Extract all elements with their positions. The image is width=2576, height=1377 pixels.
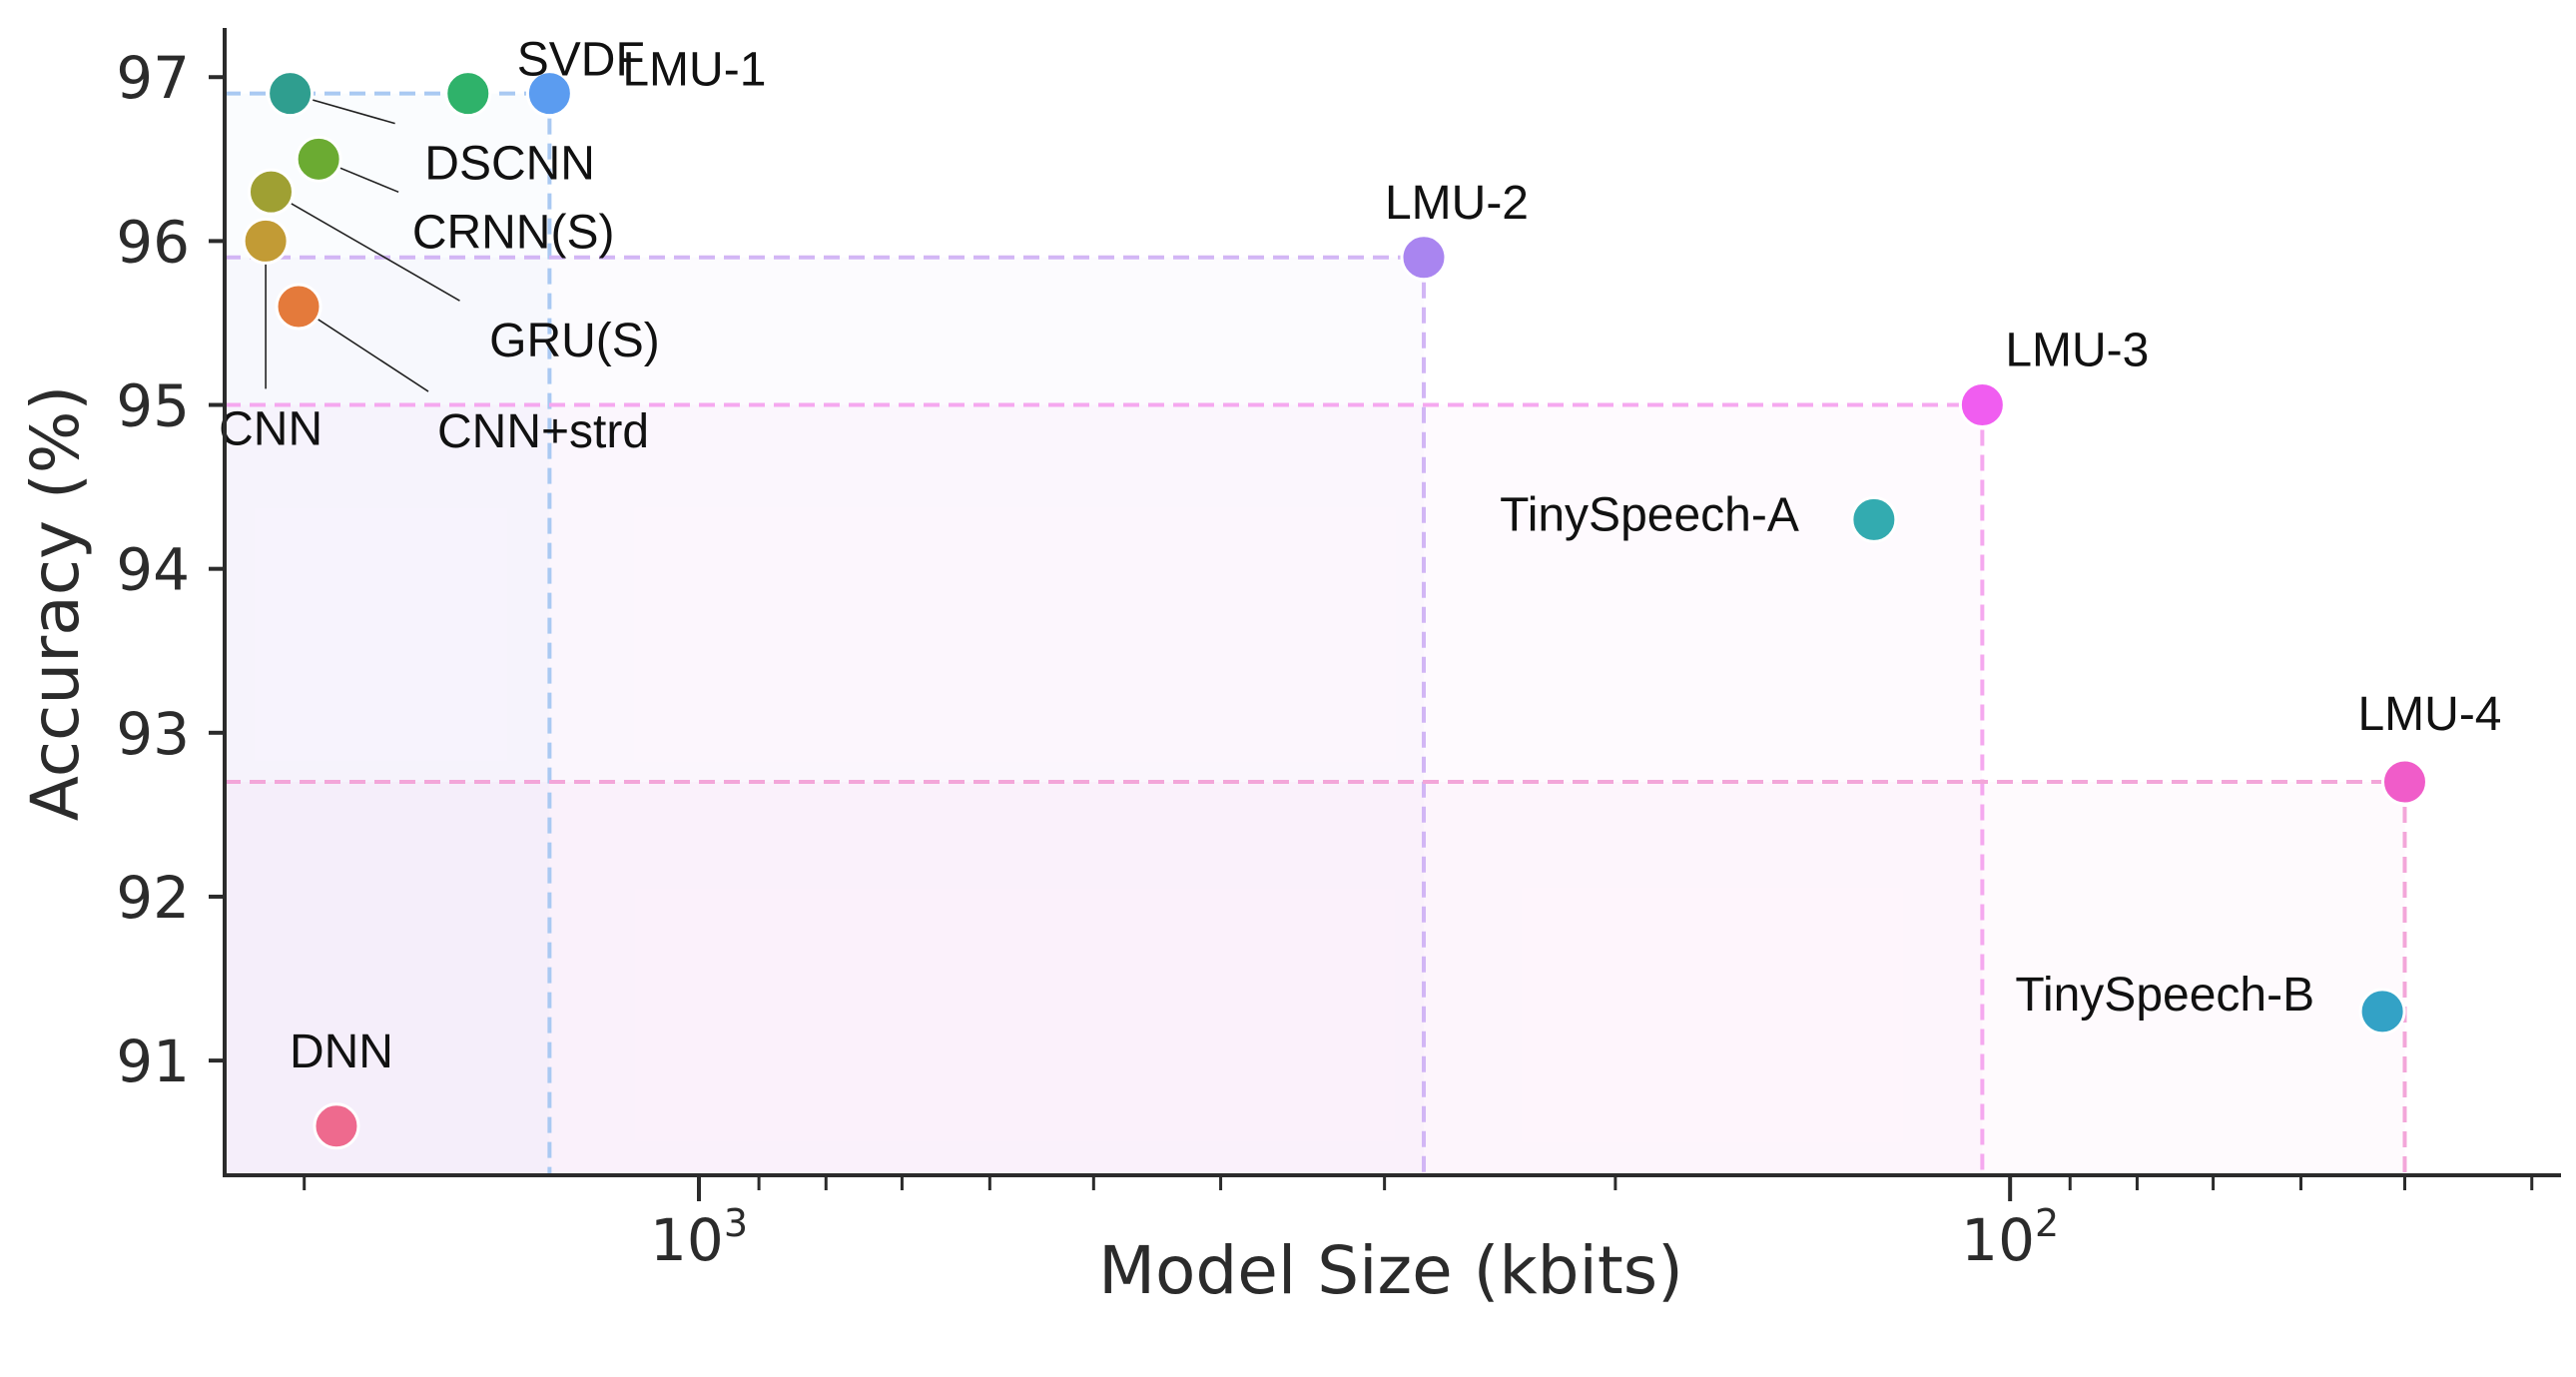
point-tinyspeech-b [2358, 988, 2406, 1035]
point-label-cnn: CNN [219, 402, 322, 455]
y-tick-label-96: 96 [116, 208, 190, 276]
shaded-region-lmu-3 [225, 404, 1983, 1175]
point-label-dscnn: DSCNN [424, 138, 595, 191]
point-label-dnn: DNN [290, 1026, 393, 1078]
shaded-region-lmu-4 [225, 782, 2405, 1175]
point-lmu-4 [2380, 758, 2428, 806]
point-lmu-2 [1400, 234, 1448, 282]
point-label-lmu-1: LMU-1 [622, 44, 766, 97]
point-cnn-strd [275, 283, 322, 331]
axes [223, 28, 2561, 1177]
leader-line-cnn-strd [298, 306, 429, 392]
y-ticks: 97 96 95 94 93 92 91 [116, 44, 225, 1095]
y-tick-label-97: 97 [116, 44, 190, 112]
point-crnn-s [295, 135, 342, 183]
point-gru-s [247, 168, 295, 216]
leader-line-gru-s [271, 191, 460, 302]
data-points [242, 70, 2428, 1150]
point-dscnn [267, 70, 315, 118]
point-svdf [444, 70, 492, 118]
y-tick-label-94: 94 [116, 536, 190, 604]
shaded-region-lmu-1 [225, 93, 550, 1176]
x-tick-label-1000: 103 [650, 1201, 748, 1274]
point-dnn [313, 1102, 360, 1150]
point-lmu-1 [525, 70, 573, 118]
point-cnn [242, 217, 290, 265]
point-tinyspeech-a [1850, 495, 1898, 543]
point-label-gru-s: GRU(S) [489, 315, 660, 367]
x-ticks: 103 102 [303, 1175, 2534, 1274]
point-label-lmu-2: LMU-2 [1385, 177, 1529, 230]
x-tick-label-100: 102 [1961, 1201, 2059, 1274]
y-axis-title: Accuracy (%) [17, 385, 94, 822]
point-label-lmu-4: LMU-4 [2357, 688, 2501, 741]
y-tick-label-91: 91 [116, 1028, 190, 1095]
y-tick-label-95: 95 [116, 372, 190, 440]
y-tick-label-93: 93 [116, 700, 190, 768]
point-label-cnn-strd: CNN+strd [437, 405, 649, 458]
point-label-crnn-s: CRNN(S) [412, 206, 615, 259]
y-tick-label-92: 92 [116, 864, 190, 932]
reference-lines [225, 91, 2407, 1175]
point-label-tinyspeech-b: TinySpeech-B [2015, 969, 2314, 1022]
shaded-regions [225, 93, 2405, 1176]
shaded-region-lmu-2 [225, 257, 1424, 1175]
point-label-svdf: SVDF [517, 34, 645, 87]
point-label-lmu-3: LMU-3 [2005, 325, 2149, 377]
point-label-tinyspeech-a: TinySpeech-A [1500, 488, 1799, 541]
point-lmu-3 [1958, 381, 2006, 429]
x-axis-title: Model Size (kbits) [1098, 1232, 1683, 1309]
